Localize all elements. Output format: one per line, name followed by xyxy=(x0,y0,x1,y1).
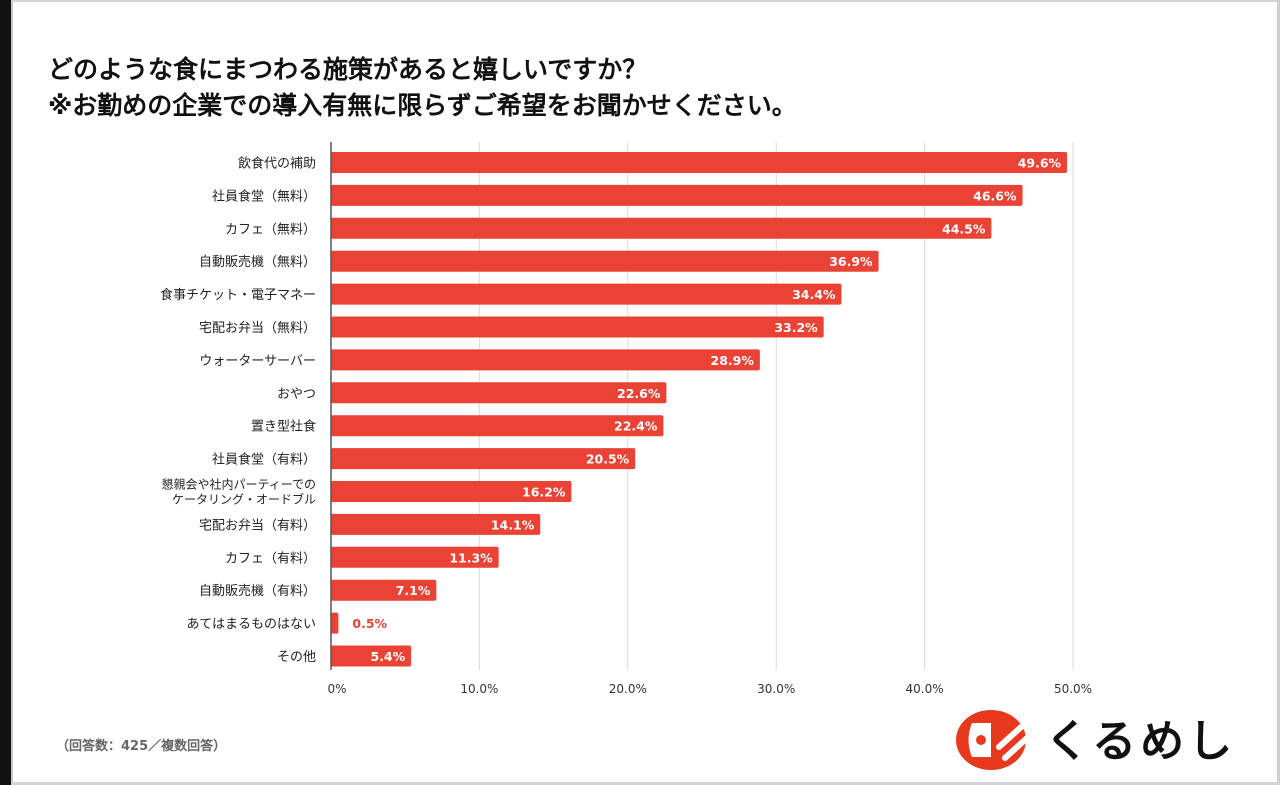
category-label: 飲食代の補助 xyxy=(238,156,316,172)
chart-title-line-2: ※お勤めの企業での導入有無に限らずご希望をお聞かせください。 xyxy=(48,91,797,120)
bar xyxy=(331,612,339,634)
value-label: 14.1% xyxy=(491,517,535,532)
bar xyxy=(331,645,412,667)
value-label: 49.6% xyxy=(1018,156,1062,171)
response-count-note: （回答数：425／複数回答） xyxy=(56,739,227,754)
kurumeshi-logo-mark xyxy=(956,710,1030,770)
chart-title-line-1: どのような食にまつわる施策があると嬉しいですか？ xyxy=(48,55,648,84)
bar xyxy=(331,152,1068,173)
category-label: 自動販売機（無料） xyxy=(199,254,316,270)
value-label: 20.5% xyxy=(586,452,630,467)
bar xyxy=(331,283,842,305)
category-label: カフェ（有料） xyxy=(225,551,316,566)
value-label: 46.6% xyxy=(973,188,1017,203)
logo-icon xyxy=(956,710,1030,770)
value-label: 28.9% xyxy=(711,353,755,368)
category-label: 置き型社食 xyxy=(251,419,316,435)
value-label: 44.5% xyxy=(942,221,986,236)
bar xyxy=(331,382,667,404)
bar xyxy=(331,513,541,535)
bar xyxy=(331,349,760,371)
value-label: 22.6% xyxy=(617,386,661,401)
value-label: 22.4% xyxy=(614,419,658,434)
value-label: 11.3% xyxy=(449,550,493,565)
bar xyxy=(331,217,992,239)
frame-right-border xyxy=(1277,0,1280,785)
x-tick-label: 20.0% xyxy=(609,682,647,696)
x-tick-label: 50.0% xyxy=(1054,682,1092,696)
category-label: 懇親会や社内パーティーでのケータリング・オードブル xyxy=(161,477,316,507)
value-label: 7.1% xyxy=(396,583,431,598)
bars xyxy=(331,152,1068,667)
x-tick-label: 40.0% xyxy=(906,682,944,696)
category-label: 社員食堂（無料） xyxy=(212,188,316,204)
category-label: ウォーターサーバー xyxy=(199,354,316,369)
value-label: 5.4% xyxy=(370,649,405,664)
bar xyxy=(331,184,1023,206)
category-label: 自動販売機（有料） xyxy=(199,583,316,599)
frame-bottom-border xyxy=(11,782,1280,785)
value-label: 33.2% xyxy=(774,320,818,335)
bar xyxy=(331,448,636,470)
value-label: 16.2% xyxy=(522,485,566,500)
x-tick-label: 10.0% xyxy=(460,682,498,696)
category-label: あてはまるものはない xyxy=(187,617,316,632)
bar xyxy=(331,415,664,437)
x-tick-label: 0% xyxy=(327,682,346,696)
category-label: その他 xyxy=(277,650,316,665)
frame-top-border xyxy=(11,0,1280,2)
value-label: 36.9% xyxy=(829,254,873,269)
bar xyxy=(331,250,879,272)
chart-title: どのような食にまつわる施策があると嬉しいですか？ ※お勤めの企業での導入有無に限… xyxy=(48,52,797,124)
frame-left-edge xyxy=(0,0,11,785)
value-label: 0.5% xyxy=(352,616,387,631)
frame-left-border xyxy=(11,0,13,785)
bar xyxy=(331,316,824,338)
bar xyxy=(331,546,499,568)
category-label: 宅配お弁当（有料） xyxy=(199,518,316,533)
logo-text: くるめし xyxy=(1045,716,1237,767)
category-label: 食事チケット・電子マネー xyxy=(160,287,316,303)
bar xyxy=(331,481,572,502)
category-label: カフェ（無料） xyxy=(225,222,316,237)
category-label: 社員食堂（有料） xyxy=(212,452,316,468)
value-label: 34.4% xyxy=(792,287,836,302)
bar xyxy=(331,579,437,601)
category-label: 宅配お弁当（無料） xyxy=(199,321,316,336)
x-tick-label: 30.0% xyxy=(757,682,795,696)
x-tick-labels: 0% 10.0% 20.0% 30.0% 40.0% 50.0% xyxy=(327,682,1092,696)
category-label: おやつ xyxy=(277,387,316,402)
value-labels: 49.6% 46.6% 44.5% 36.9% 34.4% 33.2% 28.9% 22.6%… xyxy=(352,156,1061,665)
